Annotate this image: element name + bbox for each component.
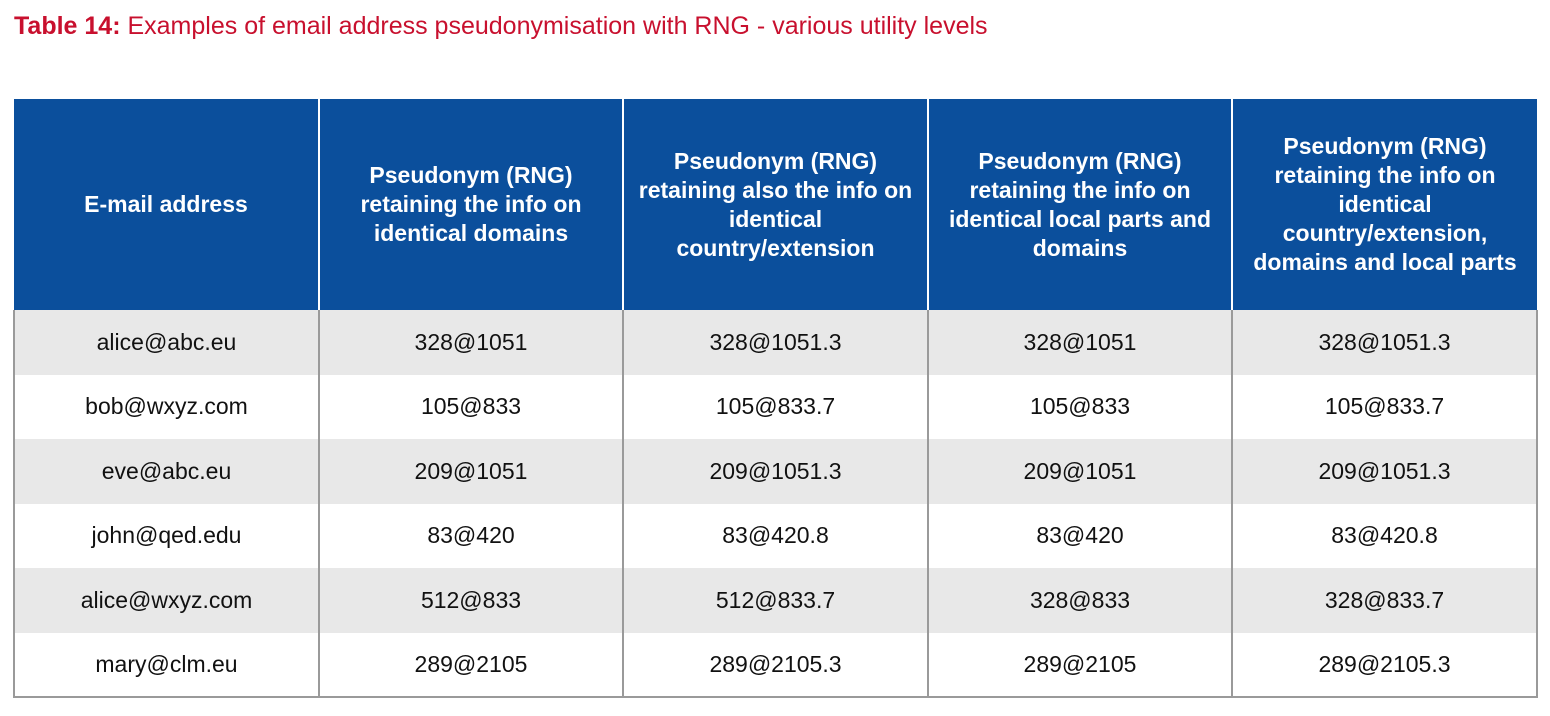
email-cell: alice@wxyz.com — [13, 568, 320, 633]
header-pseudonym-all: Pseudonym (RNG) retaining the info on id… — [1232, 99, 1537, 310]
pseudonym-cell: 328@1051 — [928, 310, 1233, 375]
pseudonym-cell: 328@1051 — [319, 310, 624, 375]
pseudonym-cell: 328@1051.3 — [623, 310, 929, 375]
email-cell: bob@wxyz.com — [13, 374, 320, 439]
email-cell: eve@abc.eu — [13, 439, 320, 504]
table-row: alice@wxyz.com 512@833 512@833.7 328@833… — [13, 568, 1538, 633]
pseudonym-cell: 209@1051.3 — [623, 439, 929, 504]
pseudonym-cell: 105@833 — [319, 374, 624, 439]
pseudonym-cell: 328@833 — [928, 568, 1233, 633]
email-cell: mary@clm.eu — [13, 632, 320, 698]
header-pseudonym-country-extension: Pseudonym (RNG) retaining also the info … — [623, 99, 929, 310]
pseudonym-cell: 83@420.8 — [1232, 503, 1538, 568]
table-caption: Table 14: Examples of email address pseu… — [14, 10, 988, 42]
pseudonym-cell: 105@833 — [928, 374, 1233, 439]
header-row: E-mail address Pseudonym (RNG) retaining… — [14, 99, 1537, 310]
pseudonym-cell: 289@2105.3 — [623, 632, 929, 698]
pseudonym-cell: 209@1051 — [319, 439, 624, 504]
pseudonym-cell: 512@833.7 — [623, 568, 929, 633]
table-row: bob@wxyz.com 105@833 105@833.7 105@833 1… — [13, 374, 1538, 439]
email-cell: john@qed.edu — [13, 503, 320, 568]
pseudonymisation-table: E-mail address Pseudonym (RNG) retaining… — [13, 99, 1538, 698]
pseudonym-cell: 512@833 — [319, 568, 624, 633]
pseudonym-cell: 209@1051.3 — [1232, 439, 1538, 504]
table-row: john@qed.edu 83@420 83@420.8 83@420 83@4… — [13, 503, 1538, 568]
table-row: eve@abc.eu 209@1051 209@1051.3 209@1051 … — [13, 439, 1538, 504]
pseudonym-cell: 105@833.7 — [623, 374, 929, 439]
email-cell: alice@abc.eu — [13, 310, 320, 375]
pseudonym-cell: 105@833.7 — [1232, 374, 1538, 439]
pseudonym-cell: 328@833.7 — [1232, 568, 1538, 633]
pseudonym-cell: 289@2105 — [928, 632, 1233, 698]
table-row: mary@clm.eu 289@2105 289@2105.3 289@2105… — [13, 632, 1538, 698]
header-pseudonym-local-parts-domains: Pseudonym (RNG) retaining the info on id… — [928, 99, 1233, 310]
header-email-address: E-mail address — [14, 99, 320, 310]
pseudonym-cell: 83@420 — [928, 503, 1233, 568]
table-row: alice@abc.eu 328@1051 328@1051.3 328@105… — [13, 310, 1538, 375]
pseudonym-cell: 289@2105 — [319, 632, 624, 698]
pseudonym-cell: 83@420.8 — [623, 503, 929, 568]
header-pseudonym-domains: Pseudonym (RNG) retaining the info on id… — [319, 99, 624, 310]
pseudonym-cell: 83@420 — [319, 503, 624, 568]
pseudonym-cell: 289@2105.3 — [1232, 632, 1538, 698]
pseudonym-cell: 209@1051 — [928, 439, 1233, 504]
caption-label: Table 14: — [14, 12, 121, 40]
caption-text: Examples of email address pseudonymisati… — [120, 12, 988, 40]
pseudonym-cell: 328@1051.3 — [1232, 310, 1538, 375]
